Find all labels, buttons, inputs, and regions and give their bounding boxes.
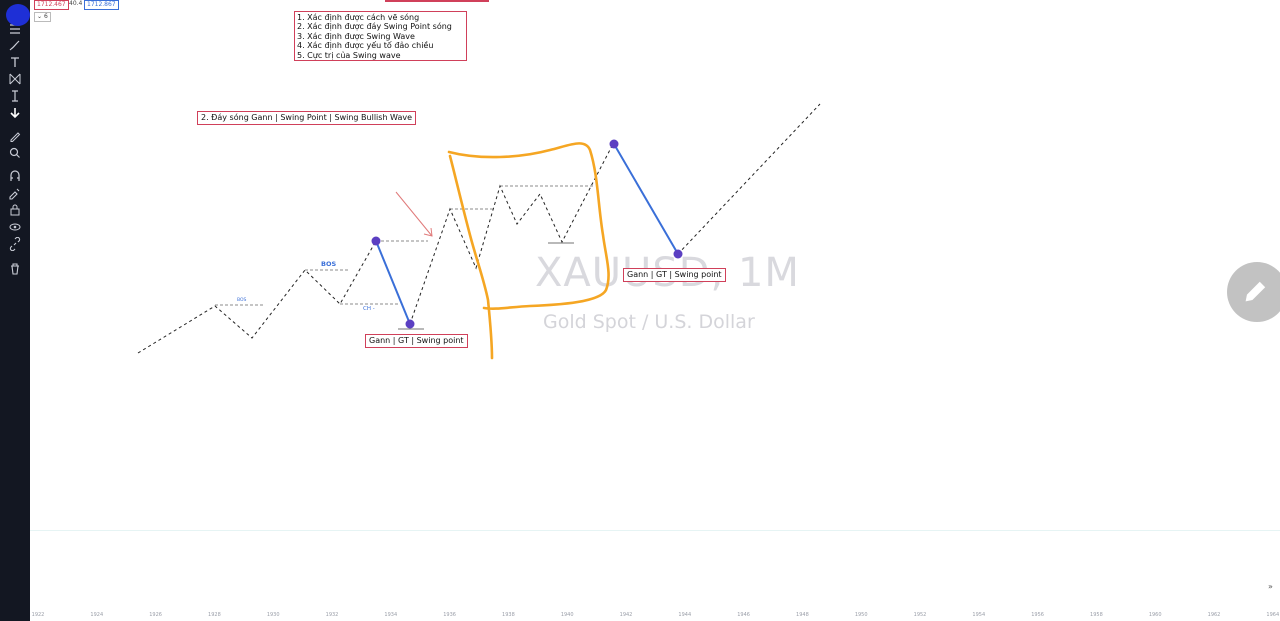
link-icon[interactable] xyxy=(8,237,22,251)
eye-icon[interactable] xyxy=(8,220,22,234)
swing-wave-right xyxy=(677,103,821,255)
x-tick-label: 1944 xyxy=(678,612,692,618)
bos-label: BOS xyxy=(321,260,337,268)
swing-point-low-right xyxy=(673,249,683,259)
x-tick-label: 1938 xyxy=(502,612,515,618)
x-tick-label: 1948 xyxy=(796,612,809,618)
checklist-item: 3. Xác định được Swing Wave xyxy=(297,31,415,41)
ch-label: CH - xyxy=(363,306,375,312)
x-tick-label: 1946 xyxy=(737,612,750,618)
freehand-highlight xyxy=(447,142,610,360)
text-icon[interactable] xyxy=(8,55,22,69)
x-tick-label: 1958 xyxy=(1090,612,1103,618)
swing-point-high-right xyxy=(609,139,619,149)
x-tick-label: 1956 xyxy=(1031,612,1044,618)
x-tick-label: 1934 xyxy=(384,612,398,618)
x-tick-label: 1942 xyxy=(619,612,633,618)
symbol-description-watermark: Gold Spot / U.S. Dollar xyxy=(543,311,755,333)
measure-icon[interactable] xyxy=(8,89,22,103)
x-tick-label: 1922 xyxy=(31,612,45,618)
checklist-note[interactable]: 1. Xác định được cách vẽ sóng 2. Xác địn… xyxy=(294,11,467,61)
x-tick-label: 1930 xyxy=(266,612,280,618)
swing-point-label-left[interactable]: Gann | GT | Swing point xyxy=(365,334,468,348)
zoom-icon[interactable] xyxy=(8,146,22,160)
annotation-arrow xyxy=(395,191,433,237)
swing-wave-middle xyxy=(409,143,614,325)
section-title-note[interactable]: 2. Đáy sóng Gann | Swing Point | Swing B… xyxy=(197,111,417,125)
annotation-arrowhead xyxy=(423,227,433,237)
x-tick-label: 1932 xyxy=(325,612,339,618)
lock-draw-icon[interactable] xyxy=(8,186,22,200)
time-axis[interactable]: 1922 1924 1926 1928 1930 1932 1934 1936 1938 1940… xyxy=(30,610,1280,621)
swing-point-label-right[interactable]: Gann | GT | Swing point xyxy=(623,268,726,282)
checklist-item: 1. Xác định được cách vẽ sóng xyxy=(297,13,420,22)
pencil-icon[interactable] xyxy=(8,129,22,143)
x-tick-label: 1936 xyxy=(443,612,456,618)
swing-wave-left xyxy=(137,240,377,354)
drawing-toolbar xyxy=(0,0,30,621)
trash-icon[interactable] xyxy=(8,262,22,276)
x-tick-label: 1950 xyxy=(854,612,868,618)
scroll-to-latest-icon[interactable]: » xyxy=(1268,582,1273,591)
checklist-item: 2. Xác định được đáy Swing Point sóng xyxy=(297,22,452,32)
swing-line-right xyxy=(613,143,679,255)
bos-small-label: BOS xyxy=(237,298,247,303)
checklist-item: 4. Xác định được yếu tố đảo chiều xyxy=(297,41,434,51)
price-low-box: 1712.467 xyxy=(34,0,69,10)
legend-collapse-toggle[interactable]: ⌄ 6 xyxy=(34,12,51,22)
swing-line-left xyxy=(375,240,411,325)
price-change: 40.4 xyxy=(69,0,83,7)
x-tick-label: 1926 xyxy=(149,612,162,618)
x-tick-label: 1940 xyxy=(560,612,574,618)
x-tick-label: 1964 xyxy=(1266,612,1280,618)
arrow-down-icon[interactable] xyxy=(8,106,22,120)
cursor-highlight xyxy=(6,4,30,26)
x-tick-label: 1954 xyxy=(972,612,986,618)
x-tick-label: 1962 xyxy=(1207,612,1221,618)
magnet-icon[interactable] xyxy=(8,169,22,183)
pane-separator xyxy=(30,530,1280,531)
x-tick-label: 1924 xyxy=(90,612,104,618)
swing-point-high-left xyxy=(371,236,381,246)
swing-point-low-left xyxy=(405,319,415,329)
pattern-icon[interactable] xyxy=(8,72,22,86)
checklist-item: 5. Cực trị của Swing wave xyxy=(297,50,401,60)
x-tick-label: 1928 xyxy=(208,612,221,618)
pencil-icon xyxy=(1245,281,1266,302)
x-tick-label: 1960 xyxy=(1148,612,1162,618)
top-note-edge xyxy=(385,0,489,2)
x-tick-label: 1952 xyxy=(913,612,927,618)
edit-fab-button[interactable] xyxy=(1227,262,1280,322)
legend-counter: 6 xyxy=(43,13,48,20)
lock-icon[interactable] xyxy=(8,203,22,217)
price-high-box: 1712.867 xyxy=(84,0,119,10)
brush-icon[interactable] xyxy=(8,38,22,52)
